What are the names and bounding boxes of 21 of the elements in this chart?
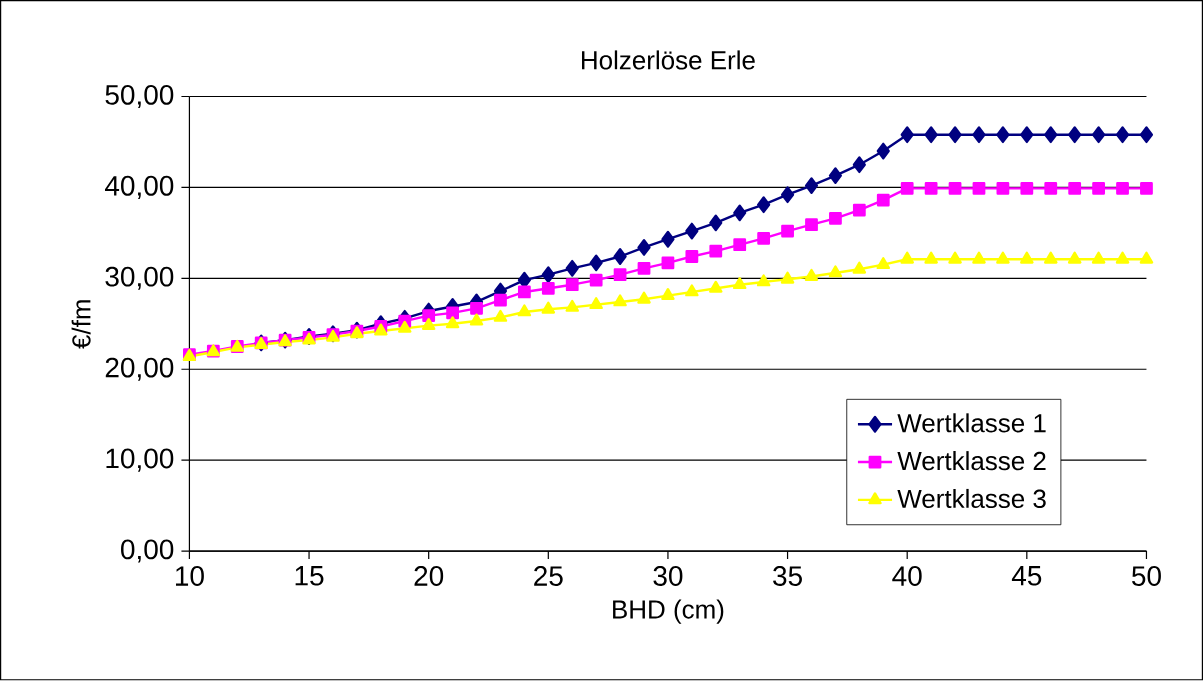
y-tick-label: 40,00 [105, 176, 174, 200]
x-tick-label: 25 [534, 566, 563, 587]
x-axis-title: BHD (cm) [613, 599, 724, 625]
y-tick-label: 30,00 [105, 266, 174, 291]
y-tick-label: 20,00 [105, 357, 174, 382]
x-tick-label: 30 [653, 566, 683, 587]
chart-title: Holzerlöse Erle [582, 50, 755, 70]
x-tick-label: 10 [175, 566, 204, 587]
y-tick-label: 10,00 [106, 448, 174, 472]
x-tick-label: 50 [1132, 566, 1161, 587]
legend-label: Wertklasse 3 [897, 489, 1046, 509]
x-tick-label: 40 [892, 566, 922, 587]
x-tick-label: 20 [414, 566, 444, 587]
x-tick-label: 15 [295, 566, 324, 586]
x-tick-label: 35 [773, 566, 802, 587]
y-tick-label: 0,00 [121, 539, 174, 563]
y-axis-title: €/fm [71, 300, 91, 350]
y-tick-label: 50,00 [105, 85, 174, 109]
legend-label: Wertklasse 2 [897, 451, 1046, 471]
x-tick-label: 45 [1011, 566, 1042, 586]
legend-label: Wertklasse 1 [897, 413, 1046, 433]
